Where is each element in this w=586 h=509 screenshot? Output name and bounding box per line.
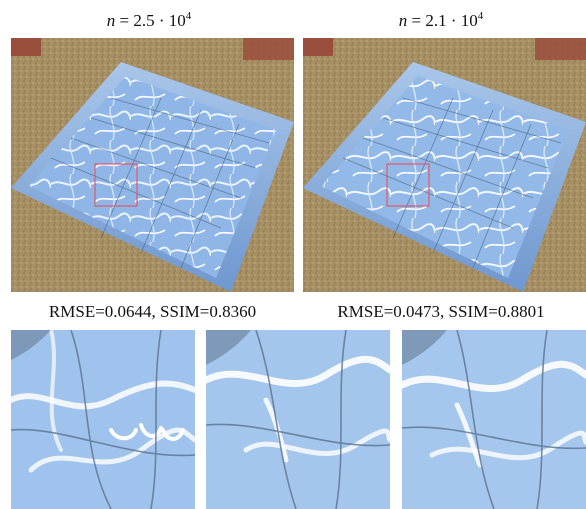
panel-right-n-label: n = 2.1 · 104 bbox=[398, 10, 484, 30]
panel-left-n-label: n = 2.5 · 104 bbox=[106, 10, 192, 30]
panel-left-metrics: RMSE=0.0644, SSIM=0.8360 bbox=[48, 302, 257, 321]
inset-middle bbox=[206, 330, 390, 509]
render-left bbox=[11, 38, 294, 292]
render-right bbox=[303, 38, 586, 292]
inset-right bbox=[402, 330, 586, 509]
panel-right-metrics: RMSE=0.0473, SSIM=0.8801 bbox=[337, 302, 545, 321]
inset-left bbox=[11, 330, 195, 509]
